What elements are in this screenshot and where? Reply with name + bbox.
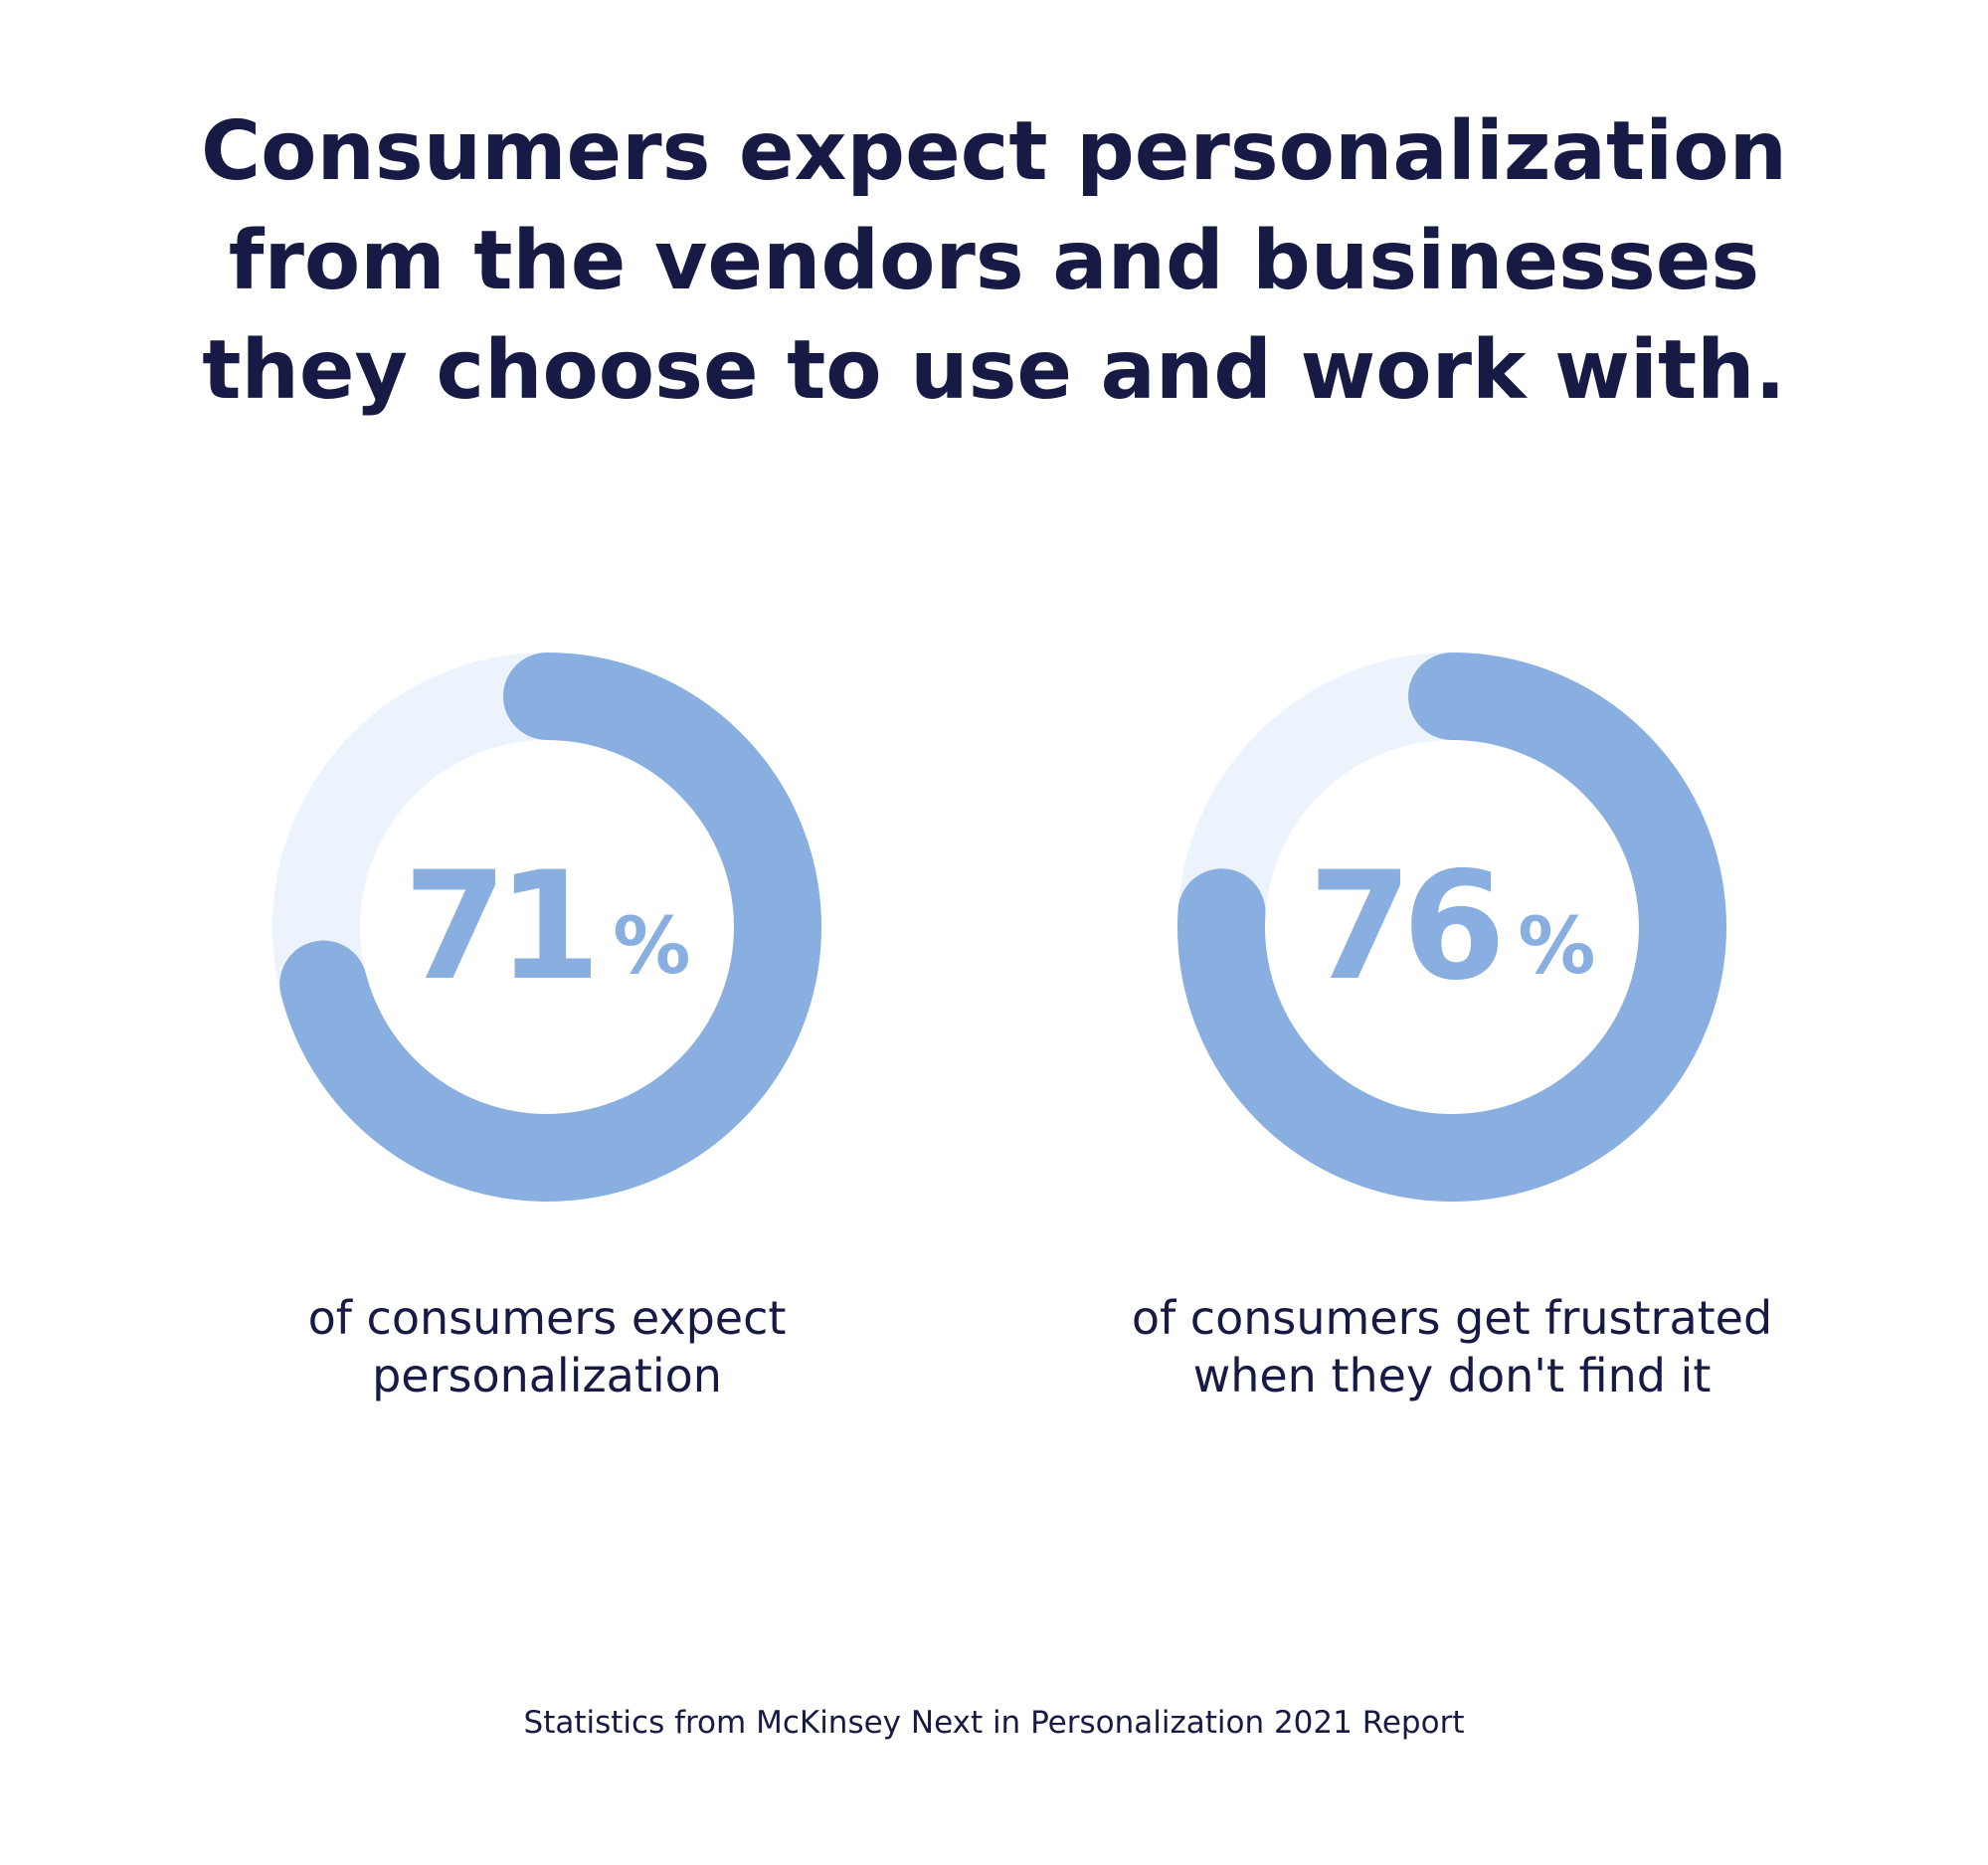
donut-chart-expect-personalization: 71 % <box>269 649 825 1206</box>
donut-svg <box>1177 653 1726 1202</box>
headline: Consumers expect personalization from th… <box>0 97 1988 426</box>
percent-sign: % <box>1518 902 1596 992</box>
donut-svg <box>272 653 821 1202</box>
donut-chart-frustrated: 76 % <box>1174 649 1730 1206</box>
caption-expect-personalization: of consumers expect personalization <box>149 1289 945 1404</box>
percentage-number: 71 <box>403 840 602 1014</box>
caption-frustrated: of consumers get frustrated when they do… <box>1054 1289 1850 1404</box>
donut-value-arc <box>272 653 821 1202</box>
headline-line: they choose to use and work with. <box>202 323 1786 418</box>
percent-sign: % <box>613 902 691 992</box>
percentage-number: 76 <box>1308 840 1507 1014</box>
caption-line: when they don't find it <box>1192 1349 1712 1402</box>
percentage-label: 71 % <box>269 649 825 1206</box>
source-note: Statistics from McKinsey Next in Persona… <box>523 1705 1465 1741</box>
donut-value-arc <box>1177 653 1726 1202</box>
headline-line: Consumers expect personalization <box>201 104 1787 199</box>
headline-line: from the vendors and businesses <box>228 214 1760 308</box>
caption-line: of consumers get frustrated <box>1131 1291 1773 1345</box>
caption-line: of consumers expect <box>307 1291 787 1345</box>
percentage-label: 76 % <box>1174 649 1730 1206</box>
caption-line: personalization <box>372 1349 722 1402</box>
